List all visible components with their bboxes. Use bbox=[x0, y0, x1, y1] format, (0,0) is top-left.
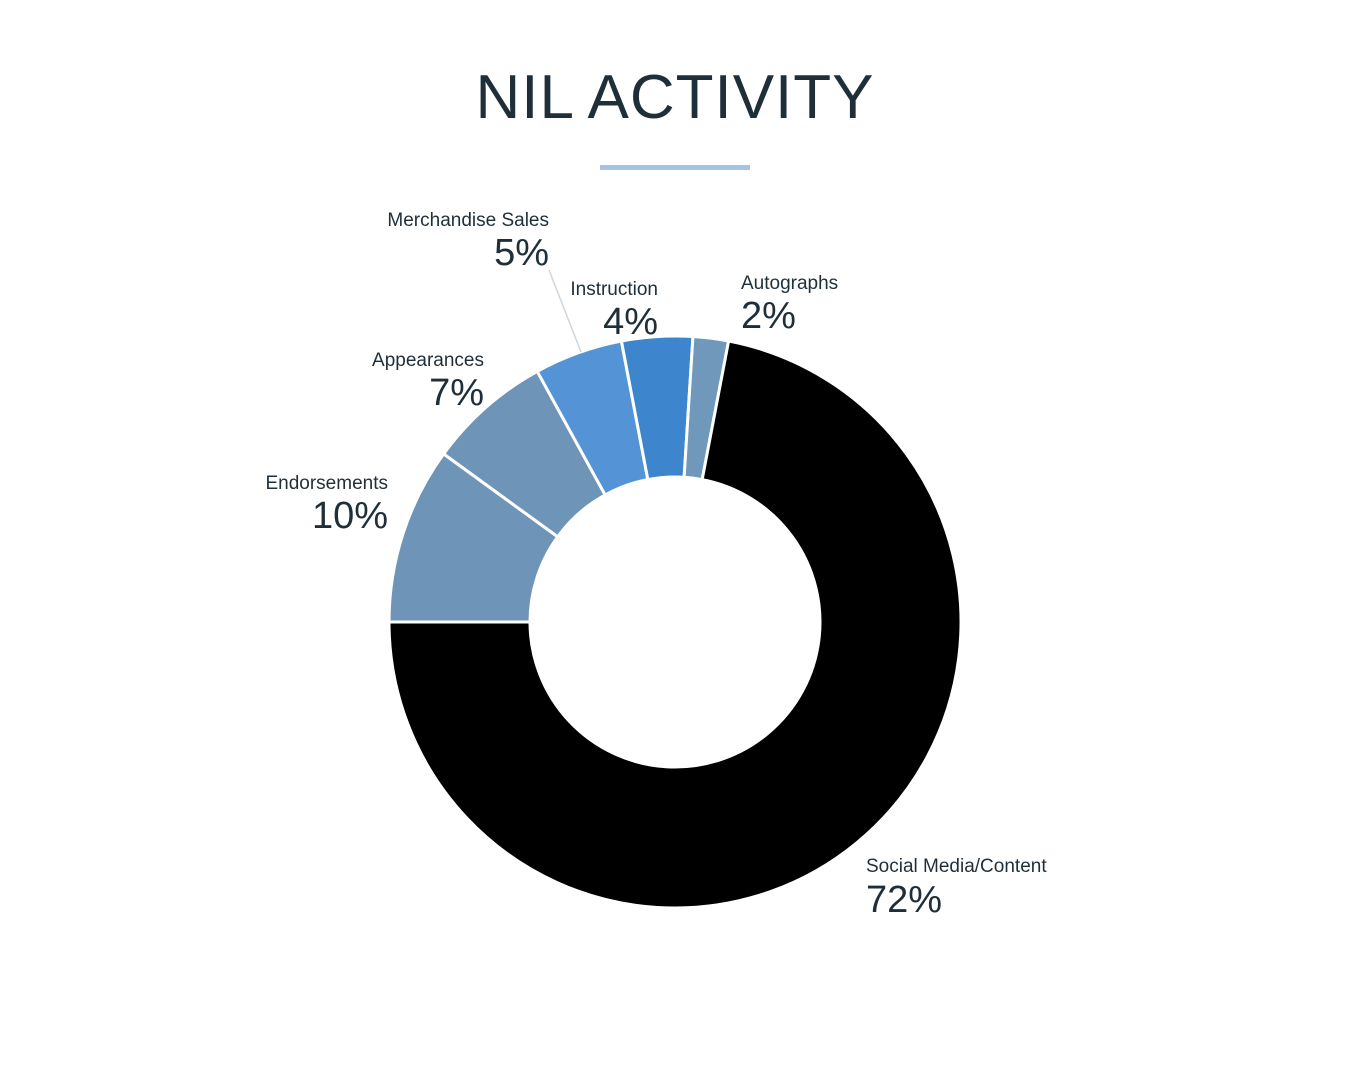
label-value-social-media-content: 72% bbox=[866, 879, 942, 921]
label-value-merchandise-sales: 5% bbox=[494, 232, 549, 274]
chart-title: NIL ACTIVITY bbox=[475, 63, 875, 132]
label-value-endorsements: 10% bbox=[312, 495, 388, 537]
leader-lines bbox=[548, 269, 582, 353]
label-name-social-media-content: Social Media/Content bbox=[866, 856, 1047, 877]
label-name-appearances: Appearances bbox=[372, 350, 484, 371]
label-name-endorsements: Endorsements bbox=[265, 473, 388, 494]
leader-line-merchandise-sales bbox=[548, 269, 582, 353]
title-underline bbox=[600, 165, 750, 170]
label-value-instruction: 4% bbox=[603, 301, 658, 343]
label-name-instruction: Instruction bbox=[570, 279, 658, 300]
donut-slices bbox=[387, 334, 963, 910]
label-value-appearances: 7% bbox=[429, 372, 484, 414]
label-value-autographs: 2% bbox=[741, 295, 796, 337]
slice-social-media-content bbox=[387, 339, 963, 910]
label-name-autographs: Autographs bbox=[741, 273, 838, 294]
label-name-merchandise-sales: Merchandise Sales bbox=[387, 210, 549, 231]
